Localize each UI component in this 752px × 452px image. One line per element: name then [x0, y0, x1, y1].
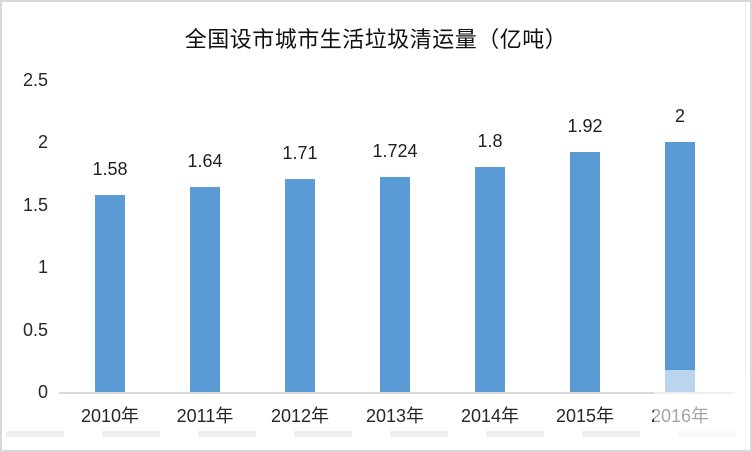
bar-2010年 — [95, 194, 125, 392]
value-label: 2 — [674, 106, 685, 127]
value-label: 1.724 — [372, 140, 418, 161]
y-tick-label: 1.5 — [22, 194, 48, 215]
value-label: 1.71 — [282, 142, 318, 163]
value-label: 1.8 — [477, 131, 503, 152]
y-tick-label: 2.5 — [22, 70, 48, 90]
bar-2011年 — [190, 187, 220, 392]
chart-area-right-edge — [745, 2, 746, 450]
x-axis-category-label: 2011年 — [176, 406, 234, 426]
y-tick-label: 1 — [37, 257, 48, 278]
value-label: 1.58 — [92, 158, 128, 179]
bar-2012年 — [285, 178, 315, 392]
value-label: 1.92 — [567, 116, 603, 137]
watermark-text-row — [6, 431, 746, 437]
value-label: 1.64 — [187, 151, 223, 172]
x-axis-category-label: 2013年 — [365, 406, 425, 426]
bar-2013年 — [380, 176, 410, 392]
x-axis-category-label: 2010年 — [80, 406, 140, 426]
bar-2016年 — [665, 142, 695, 392]
x-axis-category-label: 2012年 — [270, 406, 330, 426]
x-axis-category-label: 2015年 — [555, 406, 615, 426]
chart-title: 全国设市城市生活垃圾清运量（亿吨） — [184, 27, 568, 52]
watermark-overlay — [654, 370, 748, 448]
bar-2014年 — [475, 167, 505, 392]
y-tick-label: 0 — [37, 382, 48, 402]
x-axis-line — [59, 392, 735, 394]
x-axis-category-label: 2014年 — [460, 406, 520, 426]
y-tick-label: 2 — [37, 132, 48, 153]
bar-2015年 — [570, 152, 600, 392]
y-tick-label: 0.5 — [22, 319, 48, 340]
